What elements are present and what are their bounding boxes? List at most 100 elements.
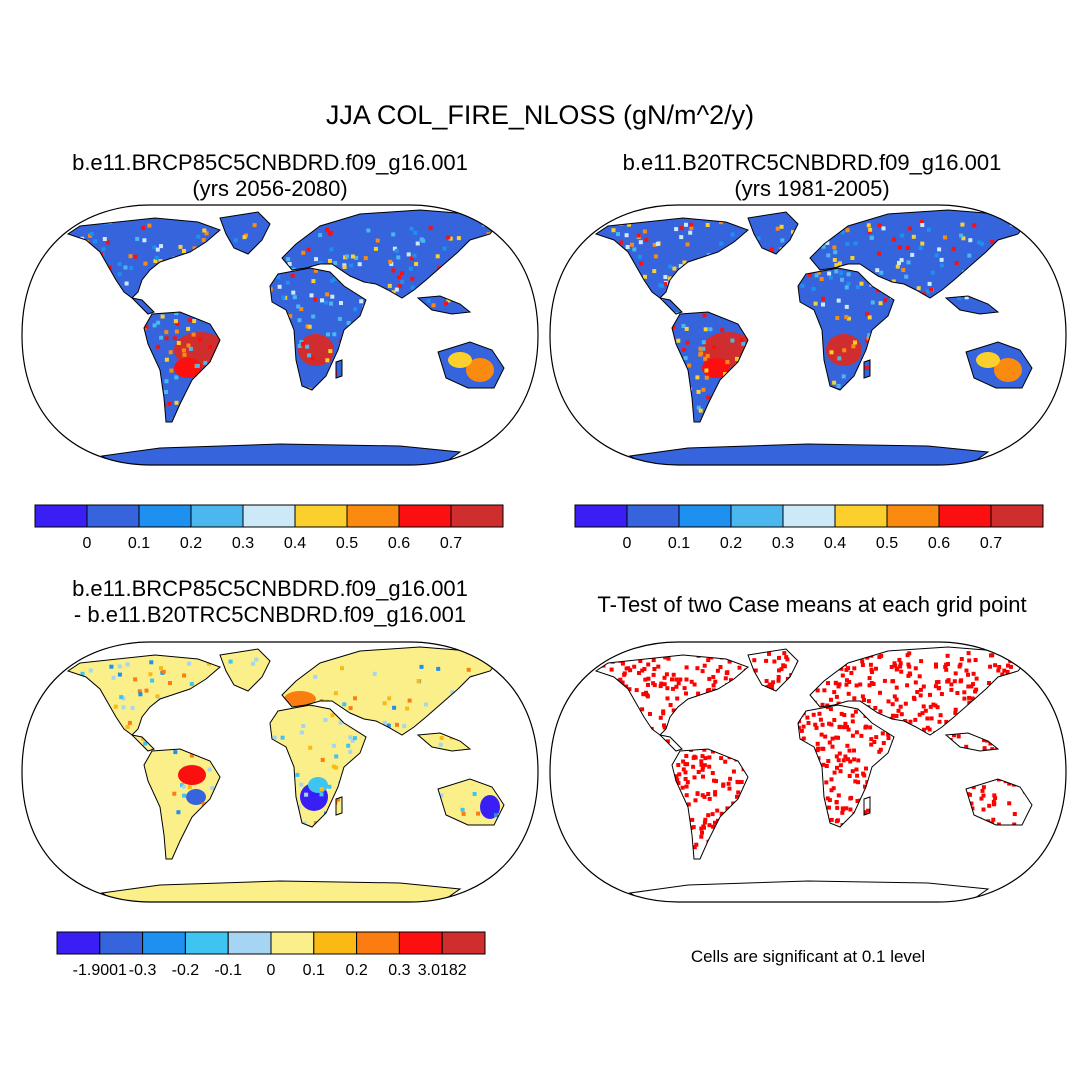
coastline-seasia (944, 732, 1000, 752)
continent-antarctica (102, 444, 460, 465)
colorbar-label: 0.5 (876, 535, 898, 552)
hotspot (466, 358, 494, 382)
colorbar-swatch (270, 931, 315, 955)
coastline-camerica (658, 297, 683, 315)
colorbar-label: 0.7 (980, 535, 1002, 552)
coastline-eurasia (281, 646, 499, 736)
colorbar-swatch (450, 504, 504, 528)
continent-madagascar (336, 360, 342, 378)
colorbar-label: -0.2 (172, 962, 200, 979)
hotspot (186, 789, 206, 805)
continent-seasia (946, 296, 998, 314)
colorbar-swatch (441, 931, 486, 955)
colorbar-swatch (86, 504, 140, 528)
coastline-greenland (747, 648, 799, 692)
coastline-eurasia (281, 209, 499, 299)
colorbar-future: 0 0.1 0.2 0.3 0.4 0.5 0.6 0.7 (34, 504, 504, 552)
hotspot (308, 777, 328, 793)
coastline-africa (797, 267, 895, 391)
hotspot (994, 358, 1022, 382)
colorbar-swatch (227, 931, 272, 955)
colorbar-difference: -1.9001 -0.3 -0.2 -0.1 0 0.1 0.2 0.3 3.0182 (56, 931, 486, 979)
continent-eurasia (282, 210, 498, 298)
colorbar-label: -0.3 (129, 962, 157, 979)
coastline-antarctica (100, 443, 462, 465)
continent-namerica (596, 655, 748, 735)
panel-2-title-line-2: (yrs 1981-2005) (734, 176, 890, 201)
colorbar-swatch (398, 931, 443, 955)
colorbar-swatch (184, 931, 229, 955)
continent-camerica (660, 735, 682, 751)
colorbar-swatch (99, 931, 144, 955)
coastline-namerica (66, 654, 221, 736)
continent-camerica (132, 735, 154, 751)
colorbar-label: 3.0182 (418, 962, 467, 979)
colorbar-swatch (190, 504, 244, 528)
colorbar-swatch (346, 504, 400, 528)
map-border (21, 641, 539, 903)
coastline-namerica (594, 217, 749, 299)
continent-greenland (748, 212, 798, 254)
map-panel-future (21, 204, 539, 466)
coastline-africa (269, 704, 367, 828)
colorbar-label: 0.7 (440, 535, 462, 552)
colorbar-swatch (56, 931, 101, 955)
colorbar-label: 0.4 (284, 535, 306, 552)
hotspot (448, 352, 472, 368)
colorbar-swatch (730, 504, 784, 528)
coastline-africa (797, 704, 895, 828)
colorbar-label: 0.1 (128, 535, 150, 552)
coastline-eurasia (809, 646, 1027, 736)
continent-seasia (418, 733, 470, 751)
coastline-antarctica (628, 880, 990, 902)
coastline-camerica (658, 734, 683, 752)
coastline-madagascar (863, 359, 871, 379)
panel-4-title-line-1: T-Test of two Case means at each grid po… (597, 592, 1027, 617)
panel-4-title: T-Test of two Case means at each grid po… (552, 592, 1072, 618)
colorbar-label: 0.1 (303, 962, 325, 979)
panel-3-title: b.e11.BRCP85C5CNBDRD.f09_g16.001 - b.e11… (10, 576, 530, 628)
colorbar-swatch (242, 504, 296, 528)
coastline-camerica (130, 297, 155, 315)
colorbar-swatch (142, 931, 186, 955)
panel-3-title-line-2: - b.e11.B20TRC5CNBDRD.f09_g16.001 (73, 602, 467, 627)
colorbar-swatch (990, 504, 1044, 528)
colorbar-swatch (398, 504, 452, 528)
colorbar-label: 0 (623, 535, 632, 552)
map-border (549, 204, 1067, 466)
coastline-samerica (671, 748, 749, 860)
continent-eurasia (810, 210, 1026, 298)
colorbar-swatch (294, 504, 348, 528)
colorbar-label: 0.2 (345, 962, 367, 979)
colorbar-label: 0.4 (824, 535, 846, 552)
hotspot (480, 795, 500, 819)
coastline-seasia (944, 295, 1000, 315)
colorbar-swatch (626, 504, 680, 528)
significance-note: Cells are significant at 0.1 level (690, 947, 926, 966)
colorbar-swatch (356, 931, 400, 955)
panel-3-title-line-1: b.e11.BRCP85C5CNBDRD.f09_g16.001 (72, 576, 468, 601)
map-border (21, 204, 539, 466)
coastline-greenland (219, 648, 271, 692)
colorbar-swatch (34, 504, 88, 528)
coastline-namerica (594, 654, 749, 736)
colorbar-label: 0.6 (388, 535, 410, 552)
coastline-australia (437, 778, 505, 826)
panel-2-title: b.e11.B20TRC5CNBDRD.f09_g16.001 (yrs 198… (552, 150, 1072, 202)
colorbar-label: 0 (267, 962, 276, 979)
colorbar-swatch (886, 504, 940, 528)
colorbar-label: 0.3 (772, 535, 794, 552)
colorbar-swatch (313, 931, 358, 955)
coastline-antarctica (628, 443, 990, 465)
map-panel-difference (21, 641, 539, 903)
colorbar-historical: 0 0.1 0.2 0.3 0.4 0.5 0.6 0.7 (574, 504, 1044, 552)
coastline-greenland (747, 211, 799, 255)
continent-africa (270, 705, 366, 827)
coastline-madagascar (863, 796, 871, 816)
colorbar-label: 0.5 (336, 535, 358, 552)
colorbar-swatch (834, 504, 888, 528)
panel-1-title: b.e11.BRCP85C5CNBDRD.f09_g16.001 (yrs 20… (10, 150, 530, 202)
map-panel-historical (549, 204, 1067, 466)
continent-camerica (132, 298, 154, 314)
continent-namerica (596, 218, 748, 298)
